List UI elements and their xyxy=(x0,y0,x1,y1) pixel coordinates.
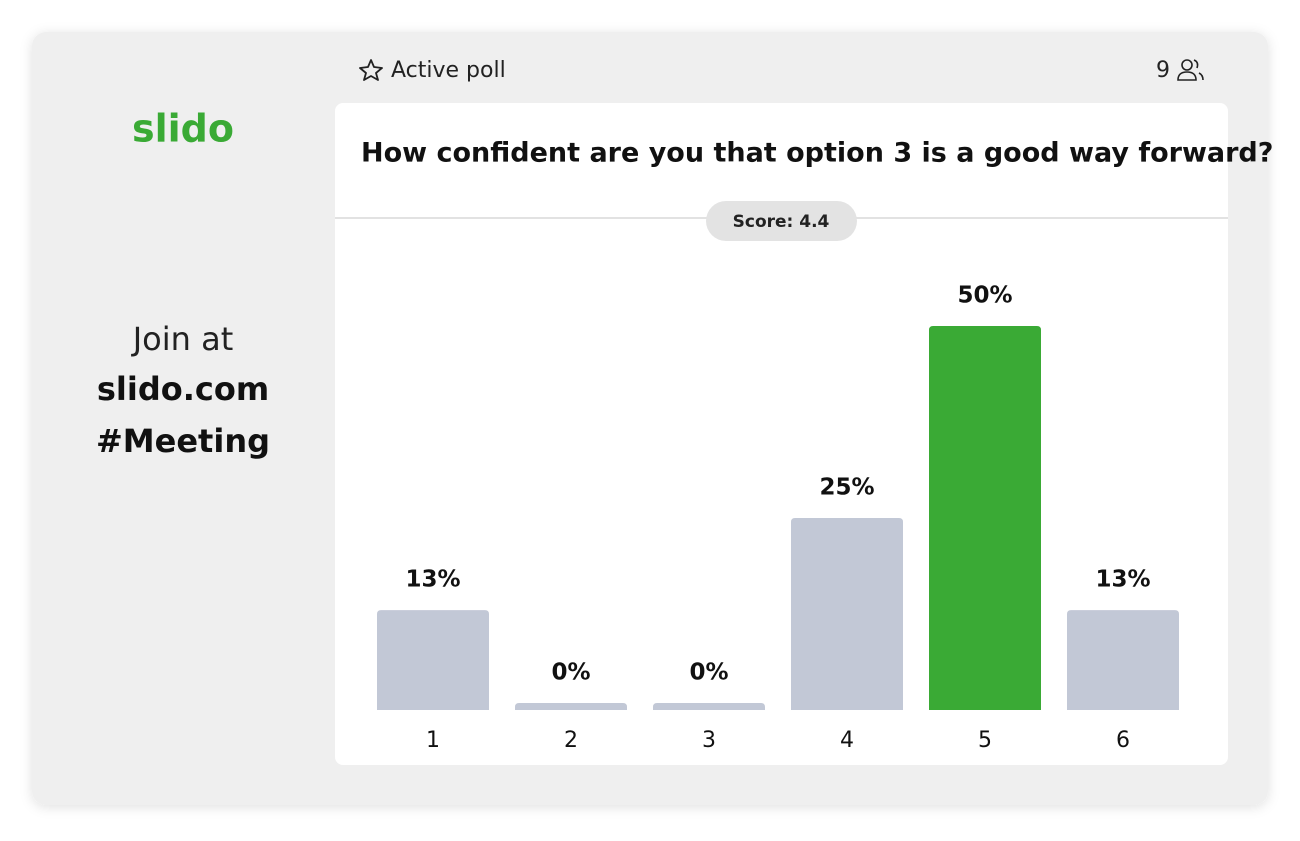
logo: slido xyxy=(132,107,234,151)
participant-count: 9 xyxy=(1156,58,1170,83)
poll-status: Active poll xyxy=(391,58,506,83)
x-tick-label: 6 xyxy=(1116,728,1130,753)
bar xyxy=(1067,610,1179,710)
score: Score: 4.4 xyxy=(733,212,830,232)
join-code: #Meeting xyxy=(96,422,270,460)
bar xyxy=(929,326,1041,710)
value-label: 13% xyxy=(405,567,460,593)
chart: 13% 1 0% 2 0% 3 25% 4 50% 5 13% 6 xyxy=(377,283,1179,753)
x-tick-label: 4 xyxy=(840,728,854,753)
join-url: slido.com xyxy=(97,370,269,408)
value-label: 50% xyxy=(957,283,1012,309)
bar xyxy=(653,703,765,710)
x-tick-label: 2 xyxy=(564,728,578,753)
bar xyxy=(377,610,489,710)
x-tick-label: 5 xyxy=(978,728,992,753)
join-label: Join at xyxy=(131,320,234,358)
x-tick-label: 1 xyxy=(426,728,440,753)
value-label: 25% xyxy=(819,475,874,501)
value-label: 0% xyxy=(551,660,590,686)
value-label: 13% xyxy=(1095,567,1150,593)
value-label: 0% xyxy=(689,660,728,686)
bar xyxy=(791,518,903,710)
question: How confident are you that option 3 is a… xyxy=(361,138,1273,169)
bar xyxy=(515,703,627,710)
star-icon xyxy=(359,59,383,81)
x-tick-label: 3 xyxy=(702,728,716,753)
people-icon xyxy=(1177,59,1204,81)
score-pill xyxy=(706,201,857,241)
